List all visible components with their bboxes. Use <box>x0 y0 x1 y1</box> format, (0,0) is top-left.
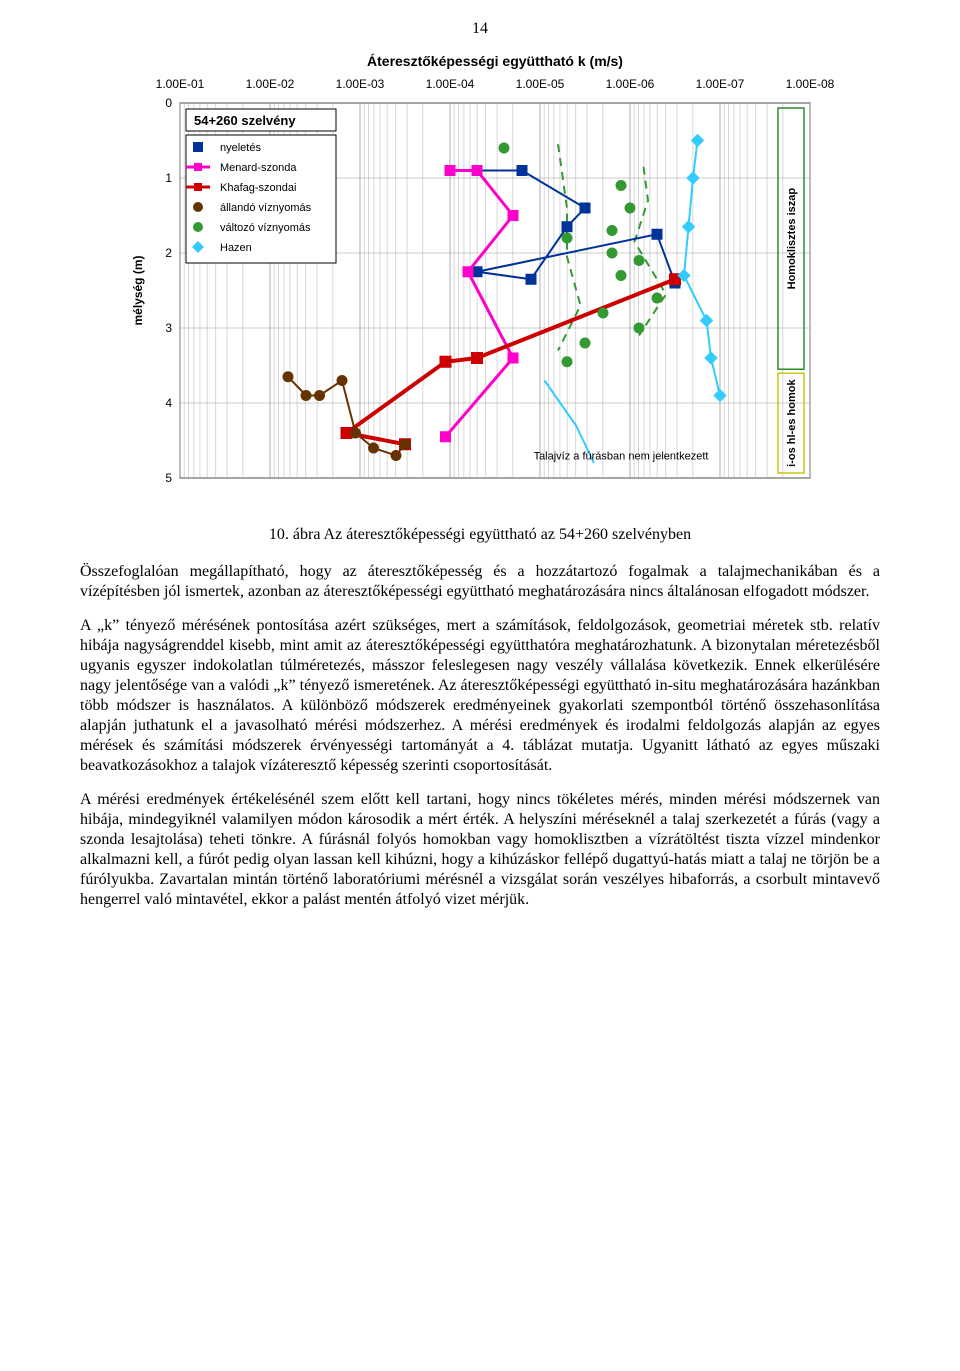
svg-text:54+260 szelvény: 54+260 szelvény <box>194 113 296 128</box>
svg-text:1.00E-05: 1.00E-05 <box>516 77 565 91</box>
paragraph-3: A mérési eredmények értékelésénél szem e… <box>80 790 880 910</box>
paragraph-2: A „k” tényező mérésének pontosítása azér… <box>80 616 880 776</box>
svg-text:1: 1 <box>165 171 172 185</box>
chart-container: Áteresztőképességi együttható k (m/s) 1.0… <box>80 48 880 518</box>
svg-text:3: 3 <box>165 321 172 335</box>
svg-text:mélység (m): mélység (m) <box>131 255 145 325</box>
svg-text:4: 4 <box>165 396 172 410</box>
svg-text:2: 2 <box>165 246 172 260</box>
svg-text:1.00E-01: 1.00E-01 <box>156 77 205 91</box>
paragraph-1: Összefoglalóan megállapítható, hogy az á… <box>80 562 880 602</box>
svg-text:1.00E-06: 1.00E-06 <box>606 77 655 91</box>
svg-text:1.00E-04: 1.00E-04 <box>426 77 475 91</box>
svg-text:állandó víznyomás: állandó víznyomás <box>220 202 312 214</box>
svg-text:nyeletés: nyeletés <box>220 142 261 154</box>
svg-text:1.00E-08: 1.00E-08 <box>786 77 835 91</box>
svg-text:1.00E-02: 1.00E-02 <box>246 77 295 91</box>
svg-text:1.00E-07: 1.00E-07 <box>696 77 745 91</box>
svg-text:Hazen: Hazen <box>220 242 252 254</box>
page-number: 14 <box>80 20 880 38</box>
svg-text:i-os hl-es homok: i-os hl-es homok <box>786 379 798 467</box>
svg-text:Talajvíz a fúrásban nem jelent: Talajvíz a fúrásban nem jelentkezett <box>534 450 709 462</box>
chart-svg: Áteresztőképességi együttható k (m/s) 1.0… <box>110 48 850 518</box>
svg-text:Homoklisztes iszap: Homoklisztes iszap <box>786 188 798 290</box>
svg-text:5: 5 <box>165 471 172 485</box>
svg-text:1.00E-03: 1.00E-03 <box>336 77 385 91</box>
svg-text:változó víznyomás: változó víznyomás <box>220 222 311 234</box>
svg-text:Khafag-szondai: Khafag-szondai <box>220 182 296 194</box>
svg-text:Áteresztőképességi együttható: Áteresztőképességi együttható k (m/s) <box>367 53 623 69</box>
figure-caption: 10. ábra Az áteresztőképességi együtthat… <box>80 526 880 544</box>
svg-text:Menard-szonda: Menard-szonda <box>220 162 297 174</box>
svg-text:0: 0 <box>165 96 172 110</box>
